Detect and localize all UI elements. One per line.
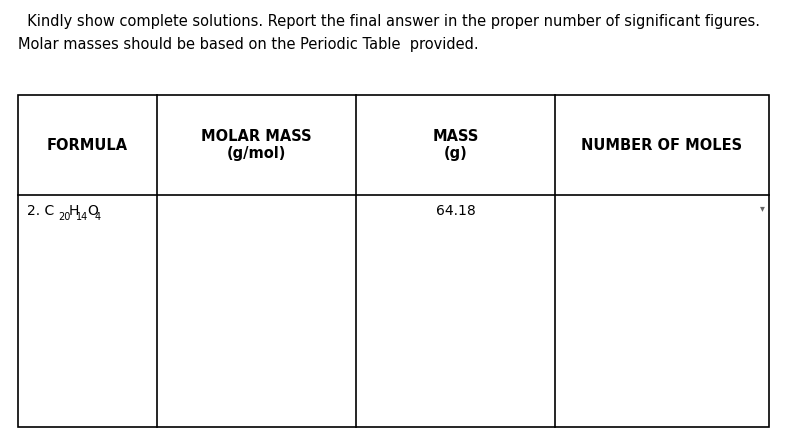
- Text: H: H: [68, 204, 79, 218]
- Text: MOLAR MASS
(g/mol): MOLAR MASS (g/mol): [201, 129, 312, 161]
- Text: 64.18: 64.18: [436, 204, 476, 218]
- Text: ▾: ▾: [760, 203, 765, 213]
- Text: NUMBER OF MOLES: NUMBER OF MOLES: [582, 137, 743, 152]
- Text: Kindly show complete solutions. Report the final answer in the proper number of : Kindly show complete solutions. Report t…: [18, 14, 760, 29]
- Text: 2. C: 2. C: [27, 204, 55, 218]
- Text: O: O: [87, 204, 98, 218]
- Text: FORMULA: FORMULA: [47, 137, 128, 152]
- Text: 4: 4: [95, 212, 100, 222]
- Text: Molar masses should be based on the Periodic Table  provided.: Molar masses should be based on the Peri…: [18, 37, 479, 52]
- Text: MASS
(g): MASS (g): [433, 129, 479, 161]
- Text: 20: 20: [58, 212, 71, 222]
- Text: 14: 14: [76, 212, 89, 222]
